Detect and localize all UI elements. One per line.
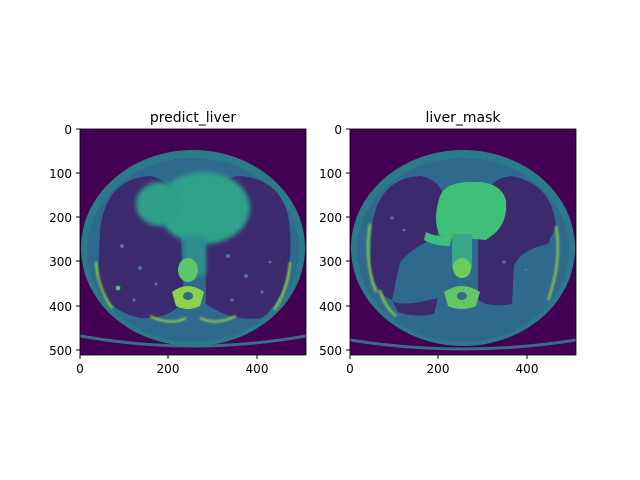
lung-vessels	[390, 216, 528, 272]
ct-image	[80, 129, 306, 355]
y-tick-label: 300	[319, 255, 342, 269]
axes-frame	[349, 128, 577, 356]
y-tick-label: 0	[64, 123, 72, 137]
panel-title: liver_mask	[425, 110, 501, 126]
ct-image	[350, 129, 576, 355]
panel-title: predict_liver	[150, 110, 237, 126]
y-tick-label: 100	[49, 167, 72, 181]
heart	[436, 181, 507, 240]
y-tick-label: 300	[49, 255, 72, 269]
y-tick-label: 500	[319, 344, 342, 358]
x-tick-label: 0	[76, 362, 84, 376]
axes-frame	[79, 128, 307, 356]
panel-predict-liver: predict_liver	[49, 110, 307, 376]
mediastinum	[452, 234, 472, 268]
x-tick-label: 400	[516, 362, 539, 376]
y-tick-label: 400	[319, 300, 342, 314]
y-axis: 0 100 200 300 400 500	[319, 123, 350, 358]
y-tick-label: 0	[334, 123, 342, 137]
couch-line	[350, 338, 576, 351]
lung-left	[370, 176, 446, 300]
x-tick-label: 400	[246, 362, 269, 376]
x-axis: 0 200 400	[346, 355, 538, 376]
x-tick-label: 200	[427, 362, 450, 376]
lung-vessels	[115, 244, 272, 302]
heart	[158, 172, 250, 244]
y-axis: 0 100 200 300 400 500	[49, 123, 80, 358]
y-tick-label: 200	[319, 211, 342, 225]
y-tick-label: 500	[49, 344, 72, 358]
x-axis: 0 200 400	[76, 355, 268, 376]
panel-liver-mask: liver_mask	[319, 110, 577, 376]
ribs	[367, 223, 559, 317]
spine	[444, 258, 480, 309]
heart-left-lobe	[136, 182, 184, 226]
y-tick-label: 200	[49, 211, 72, 225]
y-tick-label: 100	[319, 167, 342, 181]
spine	[172, 258, 204, 309]
lung-lower	[392, 298, 438, 316]
aorta-branch	[424, 232, 452, 246]
x-tick-label: 200	[157, 362, 180, 376]
ribs	[95, 261, 291, 323]
y-tick-label: 400	[49, 300, 72, 314]
x-tick-label: 0	[346, 362, 354, 376]
